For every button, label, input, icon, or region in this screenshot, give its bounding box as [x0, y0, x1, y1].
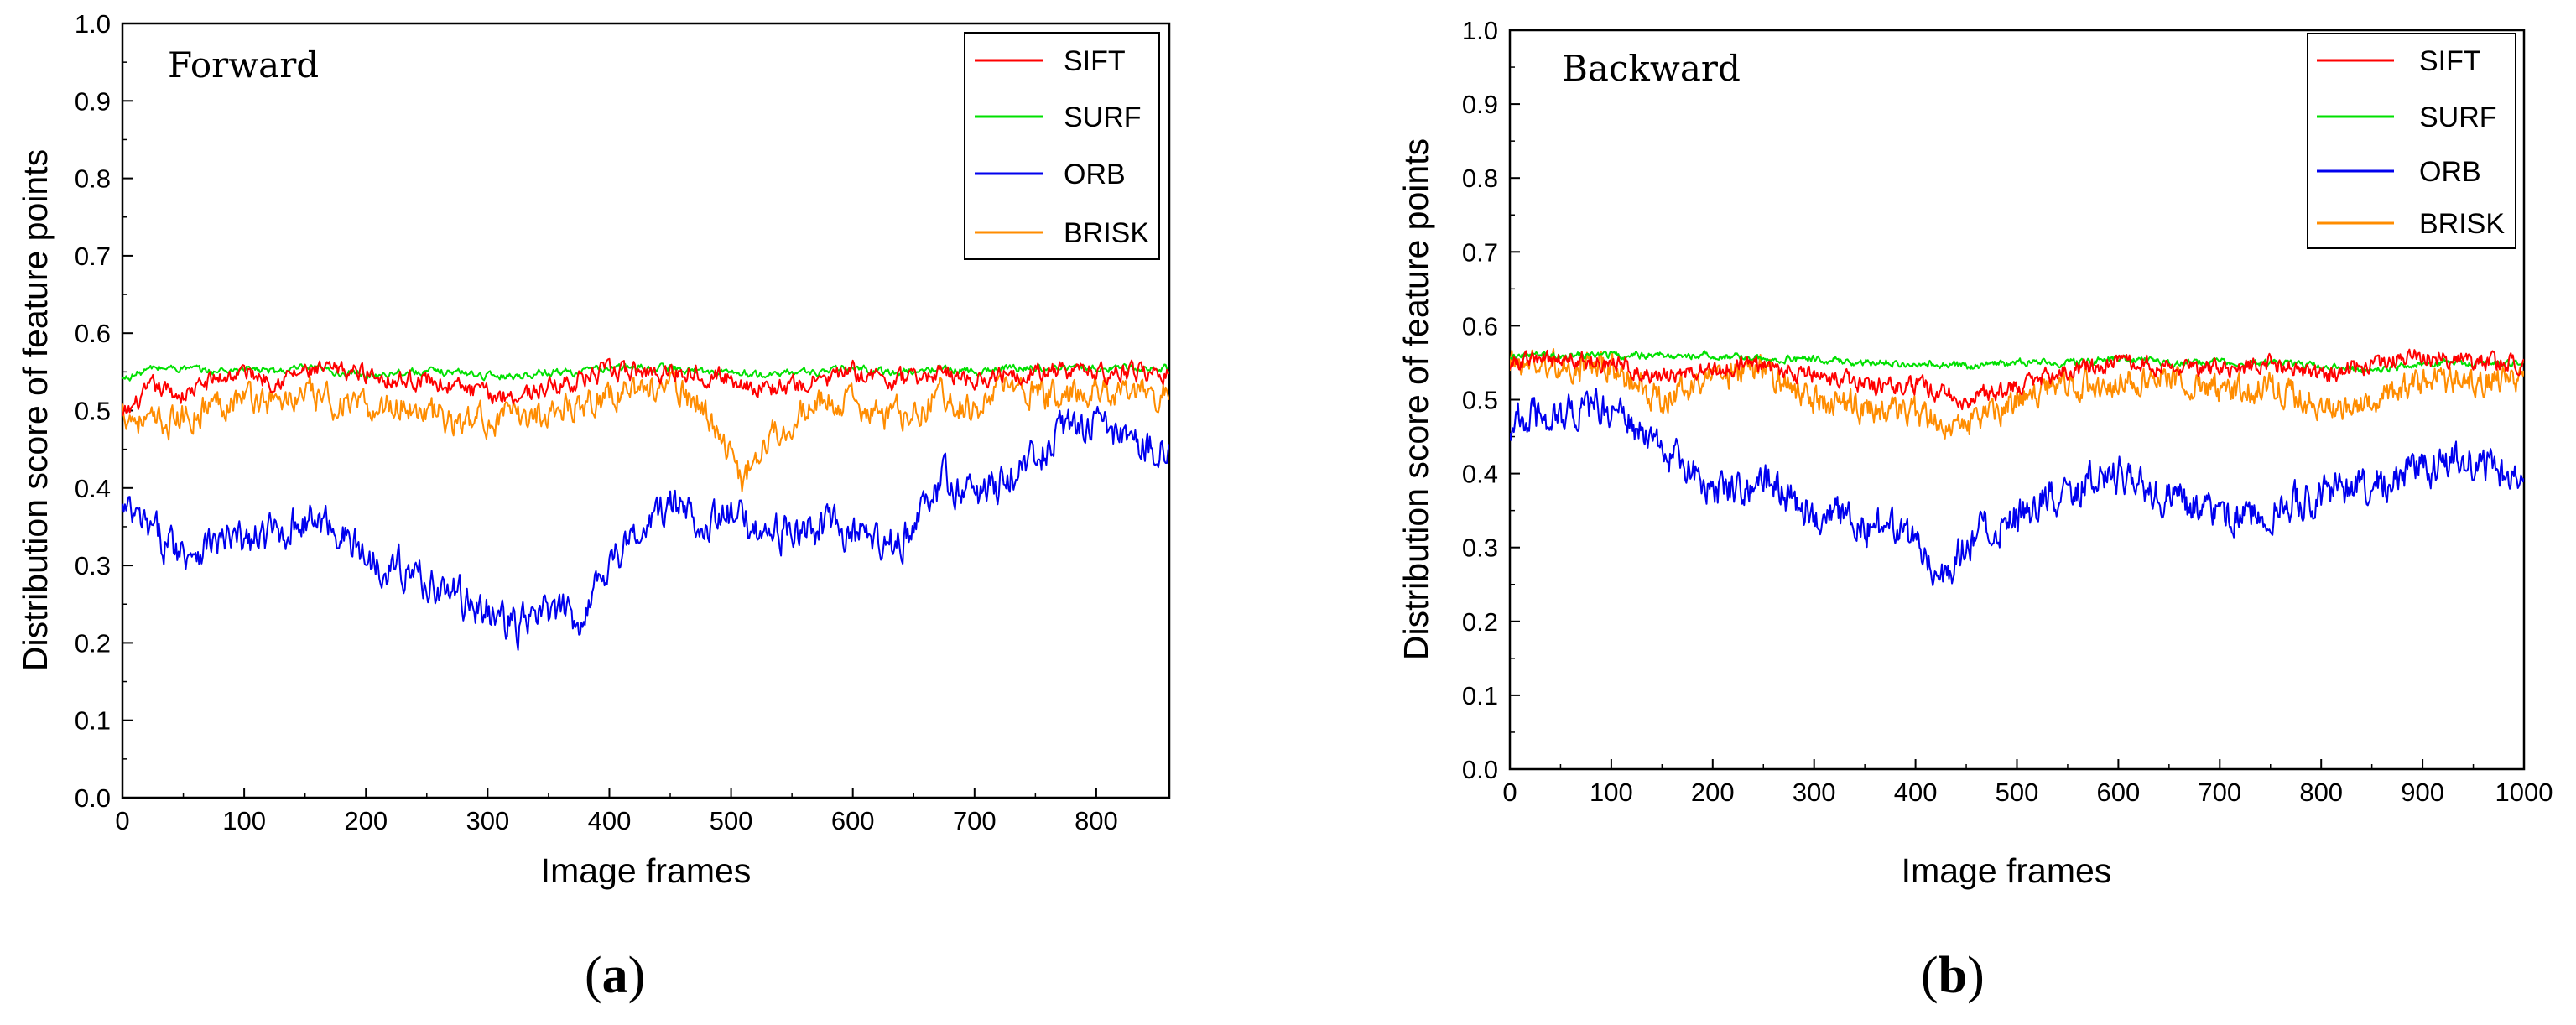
y-tick-label-b: 0.3 — [1462, 533, 1498, 563]
series-line-orb-a — [122, 405, 1169, 651]
series-line-brisk-a — [122, 367, 1169, 492]
x-tick-label-b: 700 — [2198, 778, 2241, 807]
x-tick-label-b: 800 — [2299, 778, 2343, 807]
x-tick-label-a: 800 — [1075, 806, 1118, 835]
chart-panel-b: 0 100 200 300 400 500 600 700 800 900 1000 0.0 0.1 0.… — [1397, 16, 2553, 1004]
y-tick-label-a: 1.0 — [75, 9, 111, 39]
series-line-sift-a — [122, 357, 1169, 417]
x-tick-label-b: 200 — [1691, 778, 1735, 807]
legend-label-sift-b: SIFT — [2419, 45, 2481, 77]
legend-a: SIFT SURF ORB BRISK — [964, 32, 1160, 260]
x-tick-label-a: 0 — [115, 806, 129, 835]
y-tick-label-a: 0.0 — [75, 783, 111, 813]
y-axis-title-b: Distribution score of feature points — [1397, 138, 1435, 660]
x-tick-label-b: 0 — [1502, 778, 1517, 807]
y-tick-label-a: 0.3 — [75, 551, 111, 580]
y-tick-label-b: 0.6 — [1462, 311, 1498, 341]
legend-label-sift-a: SIFT — [1064, 45, 1126, 77]
y-tick-label-b: 0.1 — [1462, 681, 1498, 710]
legend-label-surf-a: SURF — [1064, 101, 1142, 133]
y-tick-label-b: 0.8 — [1462, 164, 1498, 193]
axis-ticks-a: 0 100 200 300 400 500 600 700 800 0.0 0.1 0.2 0.3 0.4… — [75, 9, 1118, 835]
x-tick-label-a: 600 — [831, 806, 875, 835]
x-tick-label-b: 1000 — [2495, 778, 2553, 807]
y-tick-label-a: 0.5 — [75, 397, 111, 426]
panel-label-a: (a) — [585, 947, 645, 1004]
y-tick-label-a: 0.4 — [75, 474, 111, 503]
y-tick-label-b: 0.4 — [1462, 460, 1498, 489]
x-tick-label-b: 400 — [1894, 778, 1938, 807]
annotation-forward: Forward — [168, 44, 319, 86]
chart-panel-a: 0 100 200 300 400 500 600 700 800 0.0 0.1 0.2 0.3 0.4… — [16, 9, 1171, 1004]
legend-box-b — [2307, 33, 2516, 249]
y-tick-label-a: 0.1 — [75, 706, 111, 736]
series-line-sift-b — [1510, 348, 2524, 411]
x-tick-label-a: 300 — [466, 806, 509, 835]
y-tick-label-b: 0.7 — [1462, 237, 1498, 267]
x-axis-title-a: Image frames — [541, 851, 752, 890]
x-tick-label-b: 300 — [1793, 778, 1836, 807]
x-tick-label-b: 600 — [2097, 778, 2141, 807]
x-tick-label-b: 500 — [1996, 778, 2039, 807]
x-axis-title-b: Image frames — [1902, 851, 2112, 890]
x-tick-label-a: 200 — [344, 806, 388, 835]
y-tick-label-b: 1.0 — [1462, 16, 1498, 45]
y-tick-label-a: 0.2 — [75, 628, 111, 658]
y-tick-label-b: 0.0 — [1462, 755, 1498, 784]
y-tick-label-a: 0.9 — [75, 86, 111, 116]
legend-label-surf-b: SURF — [2419, 101, 2497, 133]
series-lines-a — [122, 357, 1169, 651]
x-tick-label-a: 500 — [710, 806, 753, 835]
legend-label-orb-a: ORB — [1064, 159, 1126, 190]
y-tick-label-a: 0.7 — [75, 242, 111, 271]
y-axis-title-a: Distribution score of feature points — [16, 149, 55, 671]
legend-label-brisk-b: BRISK — [2419, 208, 2505, 240]
y-tick-label-a: 0.8 — [75, 164, 111, 194]
x-tick-label-a: 700 — [953, 806, 997, 835]
x-tick-label-b: 900 — [2401, 778, 2444, 807]
y-tick-label-b: 0.2 — [1462, 607, 1498, 637]
annotation-backward: Backward — [1562, 48, 1741, 89]
legend-label-brisk-a: BRISK — [1064, 217, 1149, 249]
x-tick-label-a: 100 — [222, 806, 266, 835]
x-tick-label-a: 400 — [588, 806, 632, 835]
panel-label-b: (b) — [1921, 947, 1985, 1004]
x-tick-label-b: 100 — [1590, 778, 1633, 807]
y-tick-label-b: 0.9 — [1462, 90, 1498, 119]
y-tick-label-b: 0.5 — [1462, 386, 1498, 415]
y-tick-label-a: 0.6 — [75, 319, 111, 348]
series-line-orb-b — [1510, 388, 2524, 586]
series-lines-b — [1510, 348, 2524, 586]
series-line-brisk-b — [1510, 348, 2524, 440]
legend-b: SIFT SURF ORB BRISK — [2307, 33, 2516, 249]
legend-label-orb-b: ORB — [2419, 156, 2481, 188]
legend-box-a — [964, 32, 1160, 260]
axis-ticks-b: 0 100 200 300 400 500 600 700 800 900 1000 0.0 0.1 0.… — [1462, 16, 2553, 807]
